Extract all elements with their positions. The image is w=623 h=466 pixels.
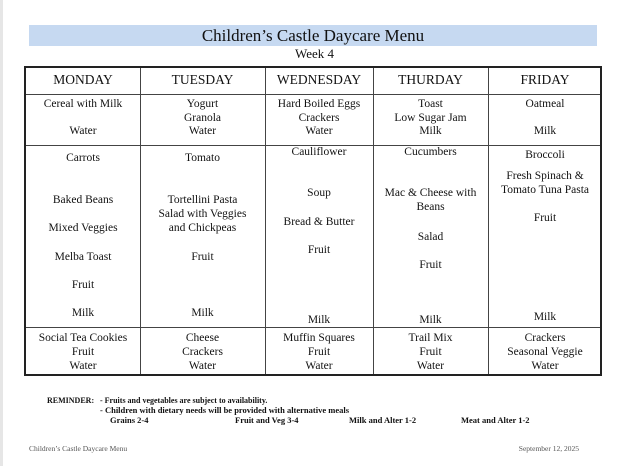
group-meat: Meat and Alter 1-2 (461, 415, 530, 425)
day-header-friday: FRIDAY (520, 72, 570, 87)
footer-left: Children’s Castle Daycare Menu (29, 444, 128, 453)
lunch-item: Soup (307, 187, 331, 199)
group-fruit-veg: Fruit and Veg 3-4 (235, 415, 299, 425)
lunch-item: Milk (191, 307, 214, 319)
reminder-label: REMINDER: (47, 396, 95, 405)
day-header-wednesday: WEDNESDAY (276, 72, 362, 87)
lunch-item: Fresh Spinach & (506, 170, 584, 182)
group-milk: Milk and Alter 1-2 (349, 415, 417, 425)
breakfast-item: Water (305, 125, 333, 137)
breakfast-item: Crackers (298, 112, 340, 124)
snack-item: Crackers (524, 332, 566, 344)
lunch-item: Broccoli (525, 149, 565, 161)
column-divider (265, 68, 266, 374)
lunch-item: Baked Beans (52, 194, 114, 206)
snack-item: Water (69, 360, 97, 372)
breakfast-item: Yogurt (186, 98, 219, 110)
row-divider (26, 145, 600, 146)
reminder-line-2: - Children with dietary needs will be pr… (100, 405, 350, 415)
lunch-item: Milk (419, 314, 442, 326)
breakfast-item: Oatmeal (525, 98, 565, 110)
lunch-item: Bread & Butter (283, 216, 355, 228)
snack-item: Trail Mix (408, 332, 453, 344)
week-label: Week 4 (294, 46, 335, 61)
breakfast-item: Cereal with Milk (43, 98, 123, 110)
lunch-item: Carrots (66, 152, 100, 164)
lunch-item: Salad (417, 231, 444, 243)
lunch-item: Mac & Cheese with (384, 187, 477, 199)
snack-item: Fruit (419, 346, 442, 358)
column-divider (488, 68, 489, 374)
snack-item: Social Tea Cookies (38, 332, 128, 344)
lunch-item: Tomato Tuna Pasta (500, 184, 589, 196)
snack-item: Water (188, 360, 217, 372)
column-divider (140, 68, 141, 374)
lunch-item: Fruit (533, 212, 557, 224)
snack-item: Water (305, 360, 333, 372)
day-header-thursday: THURDAY (398, 72, 463, 87)
lunch-item: Milk (307, 314, 331, 326)
menu-table: MONDAY Cereal with Milk Water Carrots Baked … (24, 66, 602, 376)
column-divider (373, 68, 374, 374)
breakfast-item: Hard Boiled Eggs (277, 98, 361, 110)
snack-item: Seasonal Veggie (507, 346, 583, 358)
page-title: Children’s Castle Daycare Menu (29, 25, 597, 46)
lunch-item: Cucumbers (404, 146, 457, 158)
breakfast-item: Milk (533, 125, 557, 137)
footer-date: September 12, 2025 (518, 444, 579, 453)
snack-item: Muffin Squares (283, 332, 355, 344)
lunch-item: Fruit (191, 251, 214, 263)
breakfast-item: Milk (419, 125, 442, 137)
breakfast-item: Water (69, 125, 97, 137)
snack-item: Fruit (71, 346, 95, 358)
lunch-item: Melba Toast (54, 251, 112, 263)
lunch-item: Milk (533, 311, 557, 323)
day-header-monday: MONDAY (53, 72, 113, 87)
snack-item: Crackers (182, 346, 223, 358)
reminder-line-1: - Fruits and vegetables are subject to a… (100, 396, 268, 405)
group-grains: Grains 2-4 (110, 415, 149, 425)
lunch-item: Cauliflower (291, 146, 347, 158)
snack-item: Cheese (185, 332, 220, 344)
lunch-item: Fruit (307, 244, 331, 256)
breakfast-item: Water (188, 125, 217, 137)
lunch-item: Beans (416, 201, 445, 213)
lunch-item: Mixed Veggies (48, 222, 118, 234)
snack-item: Fruit (307, 346, 331, 358)
day-header-tuesday: TUESDAY (171, 72, 234, 87)
row-divider (26, 94, 600, 95)
breakfast-item: Toast (418, 98, 443, 110)
lunch-item: Milk (71, 307, 95, 319)
lunch-item: Fruit (71, 279, 95, 291)
snack-item: Water (416, 360, 445, 372)
breakfast-item: Low Sugar Jam (394, 112, 467, 124)
snack-item: Water (531, 360, 559, 372)
lunch-item: Fruit (419, 259, 442, 271)
lunch-item: Salad with Veggies (158, 208, 247, 220)
row-divider (26, 327, 600, 328)
lunch-item: Tortellini Pasta (167, 194, 238, 206)
lunch-item: and Chickpeas (168, 222, 237, 234)
lunch-item: Tomato (185, 152, 220, 164)
breakfast-item: Granola (183, 112, 222, 124)
